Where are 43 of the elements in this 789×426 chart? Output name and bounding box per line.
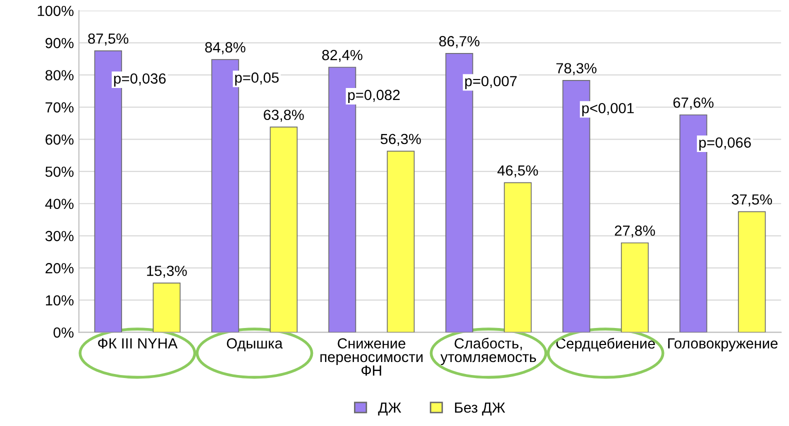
y-tick-label: 70% <box>46 102 74 113</box>
data-label: 82,4% <box>322 50 362 62</box>
bar <box>270 126 298 332</box>
data-label: 86,7% <box>439 36 480 48</box>
x-tick-label: Одышка <box>226 338 283 352</box>
x-tick-label: Слабость, утомляемость <box>440 338 536 366</box>
annotation: p=0,036 <box>114 73 166 87</box>
bar <box>504 182 532 332</box>
x-tick-label: Снижение переносимости ФН <box>320 338 423 376</box>
annotation: p<0,001 <box>582 102 634 116</box>
bar <box>738 211 766 332</box>
data-label: 37,5% <box>732 194 772 206</box>
y-tick-label: 10% <box>46 295 74 306</box>
data-label: 27,8% <box>614 225 655 238</box>
x-tick-label: ФК III NYHA <box>98 338 178 348</box>
y-tick-label: 100% <box>38 6 74 16</box>
bar <box>620 242 649 332</box>
y-tick-label: 60% <box>46 134 74 145</box>
data-label: 56,3% <box>380 134 421 146</box>
y-tick-label: 50% <box>45 166 74 177</box>
bar <box>152 282 181 332</box>
data-label: 63,8% <box>264 110 304 122</box>
legend-label: Без ДЖ <box>455 402 506 416</box>
x-tick-label: Сердцебиение <box>556 338 655 352</box>
annotation: p=0,082 <box>348 90 400 103</box>
legend-label: ДЖ <box>378 402 402 416</box>
data-label: 67,6% <box>673 97 714 110</box>
y-tick-label: 20% <box>46 263 74 274</box>
data-label: 15,3% <box>147 266 187 278</box>
y-tick-label: 80% <box>45 70 74 80</box>
annotation: p=0,007 <box>465 76 517 90</box>
data-label: 87,5% <box>88 33 128 46</box>
y-tick-label: 0% <box>54 327 74 338</box>
y-tick-label: 30% <box>45 230 74 242</box>
x-tick-label: Головокружение <box>668 338 778 352</box>
annotation: p=0,05 <box>235 72 279 86</box>
y-tick-label: 90% <box>46 38 74 48</box>
data-label: 78,3% <box>556 63 596 76</box>
bar <box>386 150 415 332</box>
data-label: 84,8% <box>205 42 246 54</box>
annotation: p=0,066 <box>699 137 751 151</box>
y-tick-label: 40% <box>45 198 74 210</box>
data-label: 46,5% <box>497 165 538 178</box>
